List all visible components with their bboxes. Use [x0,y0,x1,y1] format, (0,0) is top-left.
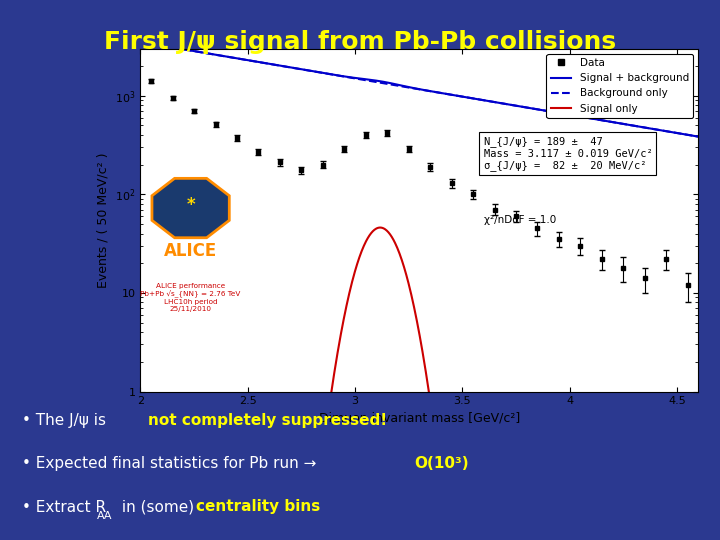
Text: • Expected final statistics for Pb run →: • Expected final statistics for Pb run → [22,456,321,471]
Text: χ²/nDoF = 1.0: χ²/nDoF = 1.0 [484,215,556,225]
Text: ALICE performance
Pb+Pb √s_{NN} = 2.76 TeV
LHC10h period
25/11/2010: ALICE performance Pb+Pb √s_{NN} = 2.76 T… [140,284,240,312]
Signal + background [571,112,580,119]
Background only [571,112,580,119]
Text: O(10³): O(10³) [414,456,469,471]
Signal + background [519,104,528,110]
Background only [694,133,703,140]
Line: Background only: Background only [140,42,698,137]
Line: Signal only: Signal only [140,227,698,540]
Text: ALICE: ALICE [164,242,217,260]
Signal + background [382,79,390,85]
Text: • Extract R: • Extract R [22,500,106,515]
Signal + background [694,133,703,140]
Text: • The J/ψ is: • The J/ψ is [22,413,110,428]
Signal only [361,238,370,245]
Polygon shape [152,178,229,238]
Legend: Data, Signal + background, Background only, Signal only: Data, Signal + background, Background on… [546,54,693,118]
Text: centrality bins: centrality bins [196,500,320,515]
Background only [581,114,590,121]
Text: AA: AA [97,511,113,522]
Background only [382,80,390,87]
Signal only [382,227,391,234]
Signal + background [193,49,202,55]
Text: First J/ψ signal from Pb-Pb collisions: First J/ψ signal from Pb-Pb collisions [104,30,616,53]
Signal + background [581,114,590,121]
Signal + background [361,76,370,83]
Line: Signal + background: Signal + background [140,42,698,137]
Background only [136,39,145,45]
Y-axis label: Events / ( 50 MeV/c² ): Events / ( 50 MeV/c² ) [96,152,109,288]
Text: not completely suppressed!: not completely suppressed! [148,413,387,428]
Background only [519,104,528,110]
Text: N_{J/ψ} = 189 ±  47
Mass = 3.117 ± 0.019 GeV/c²
σ_{J/ψ} =  82 ±  20 MeV/c²: N_{J/ψ} = 189 ± 47 Mass = 3.117 ± 0.019 … [484,136,652,171]
Background only [361,77,370,84]
X-axis label: Dimuon invariant mass [GeV/c²]: Dimuon invariant mass [GeV/c²] [319,412,520,425]
Text: in (some): in (some) [117,500,199,515]
Signal only [376,224,384,231]
Background only [193,49,202,55]
Signal + background [136,39,145,45]
Text: *: * [186,195,195,214]
